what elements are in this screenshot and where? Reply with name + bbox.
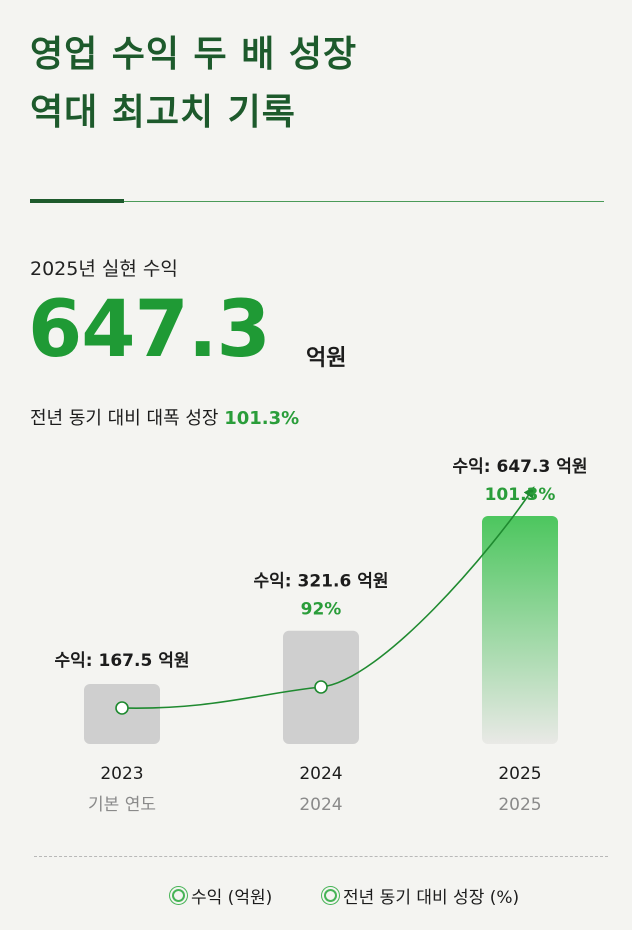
legend-label-revenue: 수익 (억원) xyxy=(191,888,273,908)
page-title: 영업 수익 두 배 성장 역대 최고치 기록 xyxy=(30,26,357,142)
kpi-value: 647.3 xyxy=(28,285,271,375)
value-label-2024: 수익: 321.6 억원 xyxy=(254,572,389,592)
circle-icon xyxy=(324,889,337,902)
tick-sublabel-2025: 2025 xyxy=(498,795,541,815)
trend-point-2023 xyxy=(115,701,129,715)
kpi-growth-label: 전년 동기 대비 대폭 성장 xyxy=(30,408,219,429)
divider-line xyxy=(30,201,604,202)
revenue-chart: 수익: 167.5 억원 수익: 321.6 억원 92% 수익: 647.3 억원 1… xyxy=(55,457,588,815)
kpi-growth-pct: 101.3% xyxy=(224,408,300,429)
circle-icon xyxy=(172,889,185,902)
kpi-label: 2025년 실현 수익 xyxy=(30,258,178,280)
legend-label-growth: 전년 동기 대비 성장 (%) xyxy=(343,888,520,908)
legend-item-growth: 전년 동기 대비 성장 (%) xyxy=(324,883,519,908)
value-label-2023: 수익: 167.5 억원 xyxy=(55,651,190,671)
tick-sublabel-2024: 2024 xyxy=(299,795,342,815)
title-line-1: 영업 수익 두 배 성장 xyxy=(30,34,358,75)
value-label-2025: 수익: 647.3 억원 xyxy=(453,457,588,477)
growth-label-2024: 92% xyxy=(301,600,342,620)
tick-label-2023: 2023 xyxy=(100,764,143,784)
legend-item-revenue: 수익 (억원) xyxy=(172,883,272,908)
growth-label-2025: 101.3% xyxy=(485,485,556,505)
tick-label-2025: 2025 xyxy=(498,764,541,784)
tick-label-2024: 2024 xyxy=(299,764,342,784)
kpi-growth-text: 전년 동기 대비 대폭 성장 101.3% xyxy=(30,404,299,430)
trend-point-2024 xyxy=(314,680,328,694)
tick-sublabel-2023: 기본 연도 xyxy=(88,795,156,815)
kpi-unit: 억원 xyxy=(306,346,347,371)
legend-divider xyxy=(34,856,608,857)
bar-2025 xyxy=(482,516,558,744)
title-line-2: 역대 최고치 기록 xyxy=(30,92,296,133)
divider-accent xyxy=(30,199,124,203)
